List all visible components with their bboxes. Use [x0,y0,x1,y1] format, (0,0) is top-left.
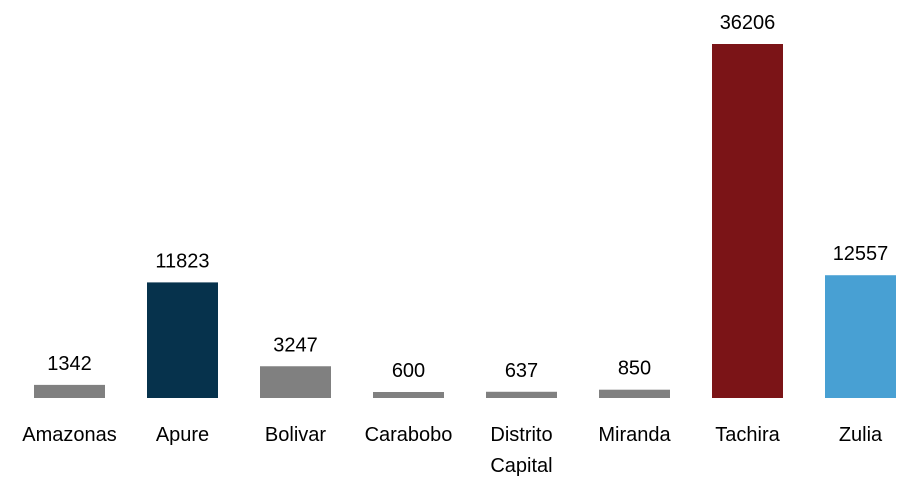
value-label-miranda: 850 [618,358,651,380]
bar-miranda [599,389,670,398]
bar-amazonas [34,384,105,398]
value-label-amazonas: 1342 [47,353,92,375]
category-label-amazonas: Amazonas [22,424,117,446]
value-label-bolivar: 3247 [273,334,318,356]
value-label-apure: 11823 [155,250,209,272]
value-label-zulia: 12557 [833,243,889,265]
value-label-distrito-capital: 637 [505,360,538,382]
category-label-line: Zulia [839,424,883,446]
category-label-zulia: Zulia [839,424,883,446]
category-label-line: Capital [490,455,552,477]
category-label-line: Tachira [715,424,780,446]
category-label-line: Miranda [598,424,671,446]
bar-bolivar [260,366,331,398]
category-label-distrito-capital: Distrito Capital [490,424,552,477]
bar-carabobo [373,392,444,398]
bar-tachira [712,44,783,398]
bar-apure [147,282,218,398]
bar-distrito-capital [486,391,557,398]
value-label-tachira: 36206 [720,12,776,34]
value-labels-group: 1342 11823 3247 600 637 850 36206 12557 [47,12,888,382]
value-label-carabobo: 600 [392,360,425,382]
category-label-bolivar: Bolivar [265,424,326,446]
category-label-apure: Apure [156,424,209,446]
bar-zulia [825,275,896,398]
category-label-line: Apure [156,424,209,446]
category-labels-group: Amazonas Apure Bolivar Carabobo Distrito Capi… [22,424,883,477]
category-label-tachira: Tachira [715,424,780,446]
category-label-miranda: Miranda [598,424,671,446]
bars-group [34,44,896,398]
category-label-line: Bolivar [265,424,326,446]
category-label-line: Carabobo [365,424,453,446]
category-label-line: Distrito [490,424,552,446]
category-label-carabobo: Carabobo [365,424,453,446]
category-label-line: Amazonas [22,424,117,446]
